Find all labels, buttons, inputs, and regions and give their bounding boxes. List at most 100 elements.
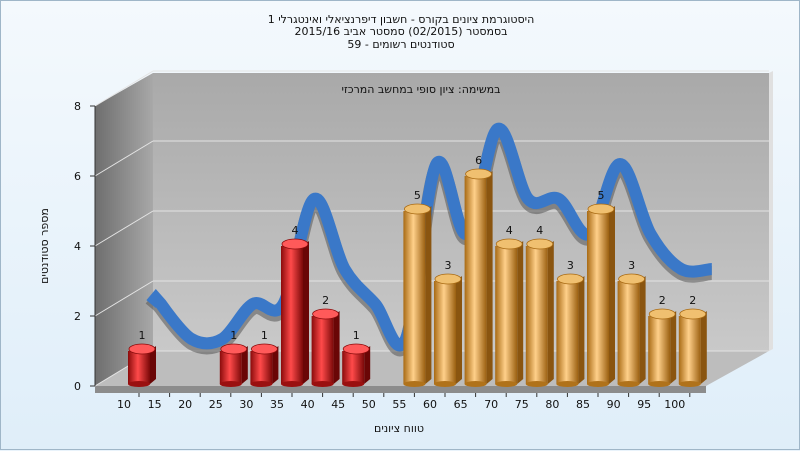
bar-body: [403, 211, 426, 384]
x-tick-label: 35: [270, 398, 284, 411]
bar-10: 1: [128, 329, 156, 387]
bar-value-label: 5: [598, 189, 605, 202]
floor-front-edge: [95, 386, 706, 393]
bar-top: [434, 273, 462, 285]
bar-side: [670, 311, 677, 384]
bar-value-label: 1: [230, 329, 237, 342]
x-tick-label: 85: [576, 398, 590, 411]
y-tick-label: 2: [74, 310, 81, 323]
bar-side: [364, 346, 371, 384]
bar-value-label: 3: [567, 259, 574, 272]
x-tick-label: 80: [545, 398, 559, 411]
bar-base: [587, 381, 609, 387]
bar-value-label: 2: [322, 294, 329, 307]
x-tick-label: 95: [637, 398, 651, 411]
bar-value-label: 2: [689, 294, 696, 307]
bar-base: [525, 381, 548, 387]
bar-75: 4: [525, 224, 554, 387]
bar-base: [678, 381, 701, 387]
bar-value-label: 1: [139, 329, 146, 342]
x-tick-label: 15: [148, 398, 162, 411]
bar-base: [311, 381, 334, 387]
x-tick-label: 60: [423, 398, 437, 411]
bar-top: [587, 203, 615, 215]
bar-60: 3: [434, 259, 462, 387]
bar-top: [465, 168, 493, 180]
bar-body: [678, 316, 701, 384]
chart-annotation: במשימה: ציון סופי במחשב המרכזי: [341, 83, 500, 96]
x-tick-label: 65: [454, 398, 468, 411]
bar-side: [425, 206, 432, 384]
bar-value-label: 1: [261, 329, 268, 342]
y-tick-label: 4: [74, 240, 81, 253]
bar-top: [403, 203, 431, 215]
bar-side: [486, 171, 493, 384]
bar-value-label: 2: [659, 294, 666, 307]
bar-value-label: 6: [475, 154, 482, 167]
bar-side: [456, 276, 462, 384]
bar-body: [250, 351, 273, 384]
x-axis-title: טווח ציונים: [374, 422, 424, 435]
bar-45: 1: [342, 329, 371, 387]
bar-base: [495, 381, 518, 387]
bar-base: [128, 381, 150, 387]
bar-side: [150, 346, 156, 384]
x-tick-label: 30: [239, 398, 253, 411]
y-gridline: [94, 140, 769, 177]
bar-side: [700, 311, 707, 384]
bar-100: 2: [678, 294, 707, 387]
bar-base: [219, 381, 242, 387]
y-axis: 0 2 4 6 8: [74, 100, 96, 393]
x-tick-label: 40: [301, 398, 315, 411]
bar-base: [342, 381, 365, 387]
bar-side: [272, 346, 279, 384]
bar-40: 2: [311, 294, 340, 387]
bar-base: [281, 381, 303, 387]
bar-value-label: 3: [628, 259, 635, 272]
bar-base: [648, 381, 671, 387]
bar-25: 1: [219, 329, 248, 387]
bars: 1 1 1 4 2 1 5 3 6 4 4 3 5 3 2 2: [128, 154, 707, 387]
bar-value-label: 4: [292, 224, 299, 237]
y-tick-label: 0: [74, 380, 81, 393]
bar-top: [342, 343, 370, 355]
bar-body: [525, 246, 548, 384]
bar-80: 3: [556, 259, 585, 387]
x-tick-label: 10: [117, 398, 131, 411]
bar-value-label: 4: [506, 224, 513, 237]
x-tick-label: 55: [392, 398, 406, 411]
bar-side: [333, 311, 340, 384]
bar-body: [342, 351, 365, 384]
y-tick-label: 8: [74, 100, 81, 113]
bar-top: [312, 308, 340, 320]
bar-side: [639, 276, 646, 384]
bar-value-label: 5: [414, 189, 421, 202]
y-axis-title: מספר סטודנטים: [38, 208, 51, 284]
x-tick-label: 50: [362, 398, 376, 411]
bar-top: [250, 343, 278, 355]
bar-value-label: 3: [445, 259, 452, 272]
x-tick-label: 100: [664, 398, 685, 411]
bar-70: 4: [495, 224, 524, 387]
x-axis: 10 15 20 25 30 35 40 45 50 55 60 65 70 75 80 85 90 95 100: [117, 393, 691, 411]
bar-body: [128, 351, 150, 384]
bar-top: [557, 273, 584, 285]
bar-side: [303, 241, 309, 384]
bar-side: [578, 276, 585, 384]
bar-value-label: 4: [536, 224, 543, 237]
bar-base: [617, 381, 640, 387]
bar-body: [587, 211, 609, 384]
y-gridline: [94, 70, 769, 107]
bar-side: [517, 241, 524, 384]
chart-title-line-1: היסטוגרמת ציונים בקורס - חשבון דיפרנציאל…: [267, 13, 535, 26]
bar-body: [648, 316, 671, 384]
bar-top: [526, 238, 554, 250]
bar-90: 3: [617, 259, 646, 387]
bar-body: [434, 281, 456, 384]
bar-body: [311, 316, 334, 384]
bar-95: 2: [648, 294, 677, 387]
bar-body: [495, 246, 518, 384]
bar-30: 1: [250, 329, 279, 387]
